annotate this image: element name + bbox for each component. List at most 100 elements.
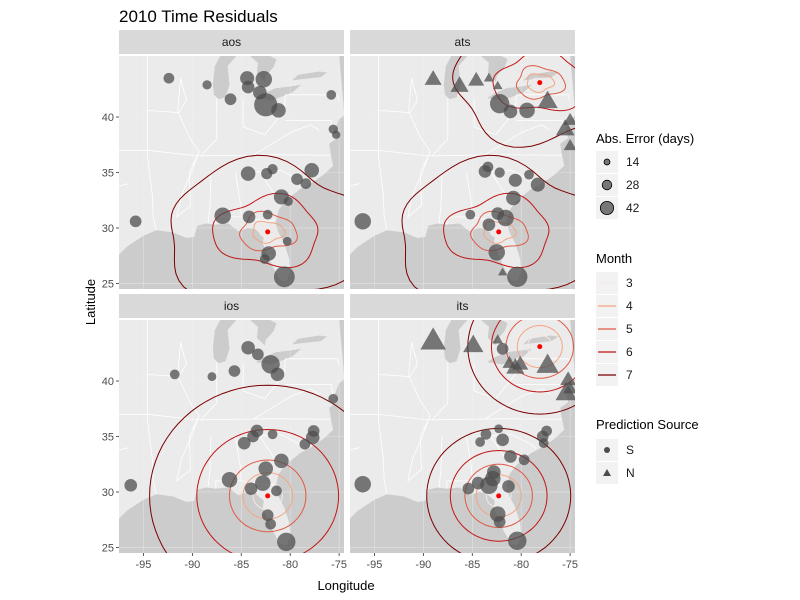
circle-point — [524, 169, 534, 180]
source-location-dot — [537, 344, 543, 350]
state-border — [147, 342, 187, 378]
legends: Abs. Error (days) 14 28 42 Month 3 4 5 6 7 Predict… — [596, 131, 699, 484]
circle-point — [519, 102, 535, 119]
circle-point — [518, 454, 530, 466]
y-tick-label: 30 — [102, 487, 114, 499]
circle-point — [326, 89, 337, 100]
circle-point — [494, 167, 505, 178]
circle-point — [241, 340, 255, 355]
state-border — [431, 362, 449, 421]
state-border — [119, 447, 129, 451]
circle-point — [291, 173, 303, 185]
circle-point — [224, 93, 237, 106]
legend-label: 5 — [626, 322, 633, 336]
circle-point — [259, 254, 270, 264]
source-legend-title: Prediction Source — [596, 417, 699, 432]
facet-strip-its: its — [350, 294, 575, 318]
triangle-point — [563, 381, 575, 394]
contour-month-3 — [252, 481, 283, 511]
contour-month-7 — [426, 427, 572, 553]
circle-point — [244, 482, 258, 495]
circle-point — [240, 166, 256, 181]
circle-point — [471, 476, 485, 490]
circle-point — [129, 215, 142, 228]
circle-point — [496, 343, 509, 355]
state-border — [407, 155, 429, 218]
circle-point — [541, 425, 552, 437]
circle-point — [300, 178, 312, 189]
triangle-point — [463, 334, 484, 353]
size-legend-circle — [601, 179, 613, 191]
contour-month-4 — [252, 220, 286, 244]
contour-month-6 — [212, 192, 319, 269]
y-tick-label: 40 — [102, 376, 114, 388]
circle-point — [271, 103, 286, 118]
circle-point — [271, 485, 282, 497]
circle-point — [328, 124, 338, 134]
facet-panels: aos ats ios its — [119, 30, 575, 553]
circle-point — [538, 438, 549, 449]
lake — [250, 56, 277, 82]
facet-strip-ios: ios — [119, 294, 344, 318]
state-border — [438, 436, 443, 488]
state-border — [200, 362, 218, 421]
circle-point — [169, 369, 180, 380]
x-tick-label: -95 — [367, 559, 383, 571]
circle-point — [242, 210, 256, 224]
state-border — [350, 447, 360, 451]
facet-label: ios — [224, 299, 239, 313]
circle-point — [305, 430, 320, 445]
circle-point — [163, 72, 175, 84]
state-border — [378, 78, 418, 114]
state-border — [147, 320, 157, 495]
state-border — [407, 78, 431, 217]
circle-point — [214, 207, 231, 225]
y-tick-label: 40 — [102, 112, 114, 124]
circle-point — [530, 177, 545, 192]
source-location-dot — [496, 493, 502, 499]
contour-month-5 — [464, 463, 533, 529]
circle-point — [504, 450, 517, 463]
legend-label: 7 — [626, 368, 633, 382]
circle-point — [508, 531, 527, 550]
triangle-legend-icon — [603, 469, 611, 476]
circle-point — [124, 478, 138, 492]
state-border — [207, 436, 212, 488]
triangle-point — [506, 358, 525, 374]
source-location-dot — [265, 229, 271, 235]
lake — [292, 335, 328, 345]
state-border — [490, 436, 513, 469]
x-tick-label: -95 — [136, 559, 152, 571]
facet-label: its — [457, 299, 469, 313]
legend-label: 28 — [626, 178, 640, 192]
circle-point — [267, 429, 278, 440]
x-axis-title: Longitude — [317, 578, 374, 593]
lake — [443, 56, 468, 100]
month-legend-title: Month — [596, 251, 632, 266]
contour-month-3 — [259, 226, 278, 239]
x-tick-label: -85 — [233, 559, 249, 571]
circle-point — [304, 163, 319, 178]
contour-month-7 — [452, 56, 575, 148]
circle-point — [252, 348, 264, 361]
circle-point — [207, 372, 217, 381]
circle-point — [255, 475, 271, 491]
facet-panel-ats — [350, 56, 575, 289]
circle-point — [273, 266, 295, 288]
state-border — [176, 155, 198, 218]
state-border — [473, 94, 517, 136]
circle-point — [507, 266, 528, 287]
circle-legend-icon — [604, 447, 610, 453]
legend-label: 14 — [626, 155, 640, 169]
circle-point — [497, 209, 514, 227]
facet-panel-its — [350, 320, 575, 553]
x-tick-label: -75 — [562, 559, 578, 571]
circle-point — [247, 430, 259, 443]
x-tick-label: -80 — [282, 559, 298, 571]
circle-point — [283, 196, 293, 206]
x-tick-label: -85 — [464, 559, 480, 571]
circle-point — [328, 393, 339, 404]
source-location-dot — [265, 493, 271, 499]
circle-point — [228, 365, 241, 377]
